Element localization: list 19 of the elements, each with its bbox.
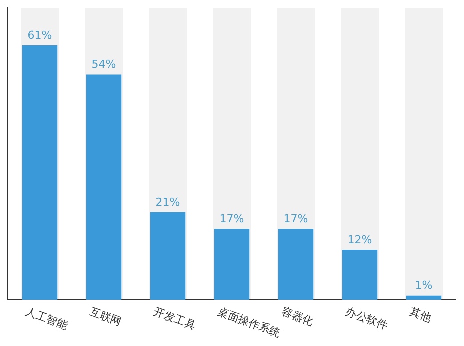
data-label: 21% [156,196,180,209]
bar [406,296,442,300]
data-label: 54% [92,58,116,72]
bar [278,229,314,300]
bar [214,229,250,300]
bar [342,250,378,300]
x-tick-label: 桌面操作系统 [216,305,282,340]
data-label: 17% [284,212,308,226]
x-tick-label: 其他 [408,305,434,326]
data-label: 17% [220,212,244,226]
x-tick-label: 人工智能 [24,305,70,333]
x-tick-label: 互联网 [88,305,124,329]
data-label: 12% [348,233,372,246]
x-tick-label: 容器化 [280,305,316,329]
x-tick-label: 开发工具 [152,305,198,333]
x-tick-label: 办公软件 [344,305,390,333]
data-label: 61% [28,28,52,42]
bar [150,212,186,300]
data-label: 1% [415,279,433,292]
